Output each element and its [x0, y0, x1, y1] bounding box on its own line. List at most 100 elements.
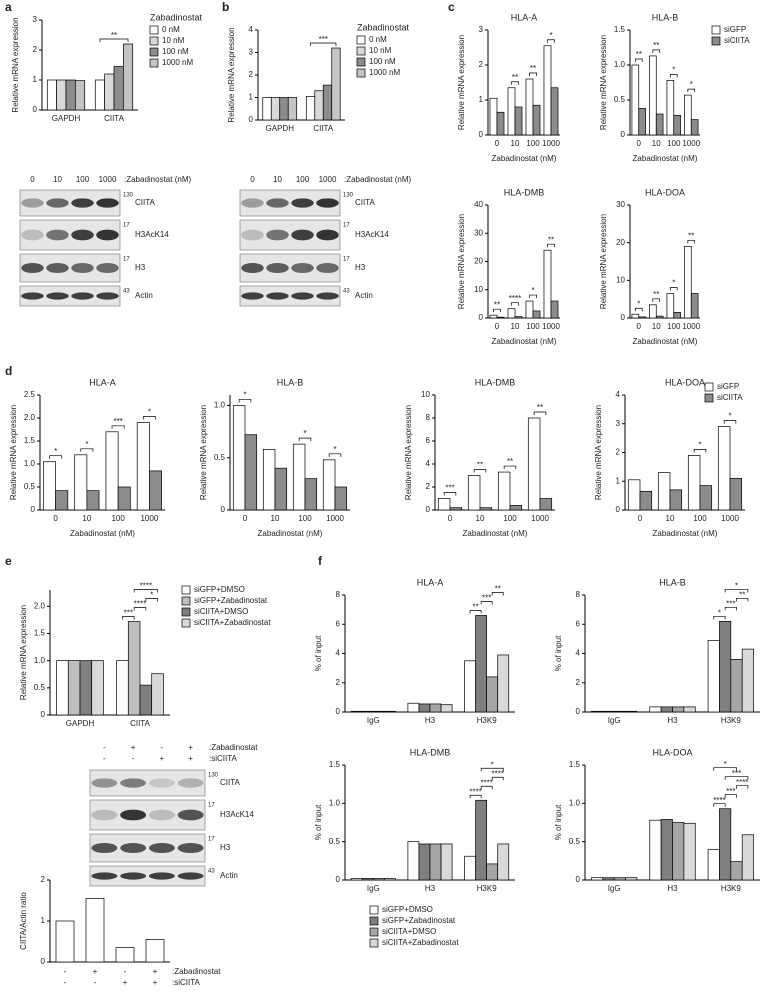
legend-swatch — [711, 25, 721, 35]
sig-label: *** — [319, 35, 328, 44]
bar — [497, 654, 510, 713]
legend-swatch — [369, 927, 379, 937]
blot-band — [96, 262, 119, 274]
bar — [232, 405, 246, 511]
legend-label: siCIITA+Zabadinostat — [382, 938, 459, 947]
sig-label: * — [724, 760, 727, 769]
bar — [304, 478, 318, 511]
sig-bracket — [652, 49, 661, 53]
y-tick-label: 0 — [31, 505, 36, 514]
bar — [407, 702, 420, 713]
bar — [717, 426, 731, 511]
y-axis-label: CIITA/Actin ratio — [19, 892, 28, 950]
sig-bracket — [713, 615, 726, 620]
lane-label: 1000 — [319, 175, 337, 184]
blot-band — [148, 872, 175, 880]
x-tick-label: 0 — [638, 514, 643, 523]
legend-swatch — [704, 393, 714, 403]
bar — [429, 703, 442, 713]
y-tick-label: 2 — [616, 448, 621, 457]
legend-swatch — [149, 36, 159, 46]
sig-bracket — [724, 606, 737, 611]
x-tick-label: 10 — [652, 139, 661, 148]
sig-label: * — [491, 760, 494, 769]
y-tick-label: 10 — [421, 390, 430, 399]
y-tick-label: 0 — [576, 875, 581, 884]
blot-label: H3 — [355, 263, 366, 272]
y-tick-label: 10 — [616, 275, 625, 284]
blot-band — [316, 198, 339, 208]
y-axis-label: % of input — [314, 635, 323, 671]
bar — [673, 115, 681, 136]
legend-swatch — [181, 618, 191, 628]
legend-swatch — [149, 47, 159, 57]
blot-label: CIITA — [355, 198, 376, 207]
x-axis-label: Zabadinostat (nM) — [633, 337, 698, 346]
blot-band — [71, 229, 94, 241]
bar — [602, 877, 615, 881]
y-tick-label: 1.0 — [24, 459, 36, 468]
x-tick-label: H3K9 — [477, 716, 498, 725]
mw-label: 17 — [123, 223, 130, 229]
sig-bracket — [443, 492, 457, 496]
legend-label: siCIITA+Zabadinostat — [194, 618, 271, 627]
legend-swatch — [356, 57, 366, 67]
bar — [655, 113, 664, 136]
x-tick-label: 100 — [667, 322, 681, 331]
mw-label: 43 — [343, 289, 350, 295]
chart-title: HLA-DOA — [645, 187, 685, 197]
mw-label: 43 — [123, 289, 130, 295]
x-tick-label: 10 — [82, 514, 91, 523]
bar — [669, 489, 683, 511]
bar — [514, 106, 523, 136]
y-tick-label: 1.5 — [329, 760, 341, 769]
blot-band — [291, 262, 314, 274]
y-tick-label: 10 — [474, 285, 483, 294]
bar — [151, 673, 164, 716]
y-tick-label: 2 — [249, 70, 254, 79]
blot-band — [291, 229, 314, 241]
sig-label: * — [148, 408, 151, 417]
bar — [687, 455, 701, 511]
sig-bracket — [547, 39, 555, 43]
x-tick-label: CIITA — [313, 124, 334, 133]
bar — [496, 316, 505, 319]
bar — [123, 43, 134, 111]
legend-swatch — [356, 46, 366, 56]
bar — [91, 660, 104, 716]
bar — [649, 55, 657, 136]
legend-label: 10 nM — [369, 46, 392, 55]
y-axis-label: Relative mRNA expression — [594, 405, 603, 500]
y-tick-label: 1.5 — [34, 629, 46, 638]
legend-title: Zabadinostat — [150, 12, 203, 22]
sig-bracket — [724, 776, 749, 780]
blot-label: CIITA — [220, 778, 241, 787]
legend-swatch — [711, 36, 721, 46]
y-tick-label: 0 — [621, 313, 626, 322]
condition-sign: - — [161, 743, 164, 752]
legend-swatch — [369, 905, 379, 915]
sig-bracket — [652, 298, 661, 302]
bar — [690, 293, 699, 319]
bar — [43, 461, 56, 511]
sig-label: *** — [124, 609, 133, 618]
legend-swatch — [149, 25, 159, 35]
sig-label: * — [735, 581, 738, 590]
sig-label: *** — [445, 484, 454, 493]
y-axis-label: Relative mRNA expression — [599, 214, 608, 309]
sig-bracket — [111, 425, 125, 429]
bar — [666, 80, 675, 136]
sig-label: ** — [495, 585, 501, 594]
bar — [625, 877, 638, 881]
sig-label: ** — [537, 403, 543, 412]
chart-title: HLA-DOA — [652, 747, 692, 757]
bar — [384, 710, 396, 713]
bar — [331, 47, 341, 121]
y-tick-label: 2 — [576, 678, 581, 687]
bar — [741, 834, 754, 881]
bar — [407, 841, 420, 881]
lane-label: 10 — [273, 175, 282, 184]
bar — [262, 449, 276, 511]
y-tick-label: 6 — [336, 619, 341, 628]
legend-label: siGFP+Zabadinostat — [194, 596, 268, 605]
